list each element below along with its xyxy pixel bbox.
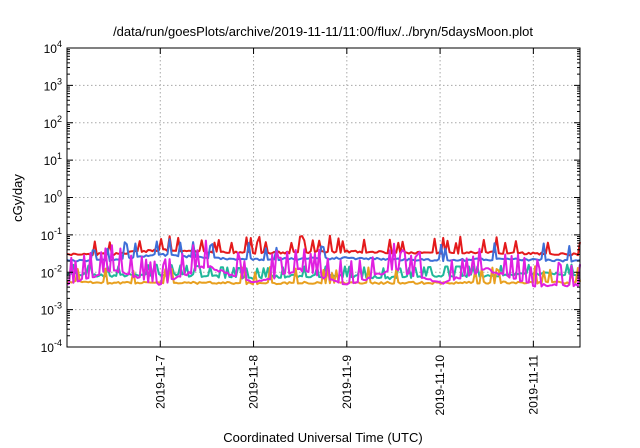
x-tick-label: 2019-11-9 bbox=[340, 355, 354, 409]
y-tick-label: 104 bbox=[44, 39, 62, 56]
series-line bbox=[66, 234, 581, 257]
y-tick-label: 10-2 bbox=[41, 263, 62, 280]
y-tick-label: 10-1 bbox=[41, 226, 62, 243]
chart-title: /data/run/goesPlots/archive/2019-11-11/1… bbox=[113, 24, 533, 39]
y-tick-label: 100 bbox=[44, 189, 62, 206]
y-tick-label: 101 bbox=[44, 151, 62, 168]
y-axis-label: cGy/day bbox=[10, 174, 25, 222]
y-ticks: 10-4 10-3 10-2 10-1 100 101 102 103 104 bbox=[41, 39, 580, 355]
grid bbox=[67, 48, 580, 347]
series-line bbox=[66, 265, 581, 286]
y-tick-label: 102 bbox=[44, 114, 62, 131]
series-lines bbox=[66, 234, 581, 288]
x-tick-label: 2019-11-8 bbox=[247, 355, 261, 409]
y-tick-label: 103 bbox=[44, 76, 62, 93]
series-line bbox=[66, 238, 581, 263]
series-line bbox=[66, 239, 581, 288]
x-tick-label: 2019-11-7 bbox=[153, 355, 167, 409]
y-tick-label: 10-4 bbox=[41, 338, 62, 355]
y-tick-label: 10-3 bbox=[41, 301, 62, 318]
x-tick-label: 2019-11-11 bbox=[526, 355, 540, 415]
x-axis-label: Coordinated Universal Time (UTC) bbox=[223, 430, 422, 445]
x-ticks: 2019-11-7 2019-11-8 2019-11-9 2019-11-10 201… bbox=[153, 48, 540, 416]
x-tick-label: 2019-11-10 bbox=[433, 355, 447, 416]
